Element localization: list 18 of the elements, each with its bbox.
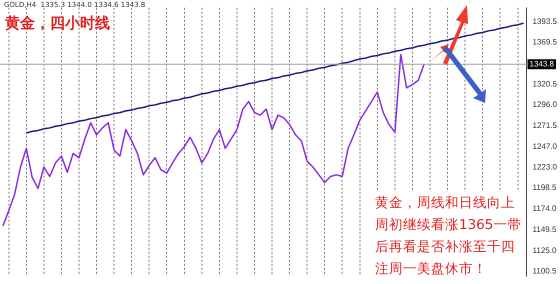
y-tick-label: 1149.5 [532, 224, 557, 234]
annotation: 黄金，周线和日线向上 [375, 194, 516, 213]
y-tick-label: 1393.5 [532, 17, 558, 26]
y-tick-label: 1100.5 [532, 266, 557, 276]
y-tick-label: 1223.0 [532, 162, 558, 172]
y-tick-label: 1271.5 [532, 121, 558, 130]
annotation: 后再看是否补涨至千四 [375, 238, 516, 257]
y-tick-label: 1369.5 [532, 38, 558, 47]
y-tick-label: 1198.5 [532, 183, 557, 192]
annotation: 注周一美盘休市！ [375, 260, 488, 279]
y-tick-label: 1125.0 [532, 246, 557, 255]
ref-line-label: 1343.8 [530, 59, 555, 68]
y-tick-label: 1174.0 [532, 204, 557, 214]
annotation: 周初继续看涨1365一带 [375, 216, 522, 235]
y-tick-label: 1320.5 [532, 79, 558, 88]
y-tick-label: 1296.0 [532, 100, 558, 110]
y-tick-label: 1247.0 [532, 142, 558, 151]
text: 黄金，四小时线 [5, 14, 110, 33]
